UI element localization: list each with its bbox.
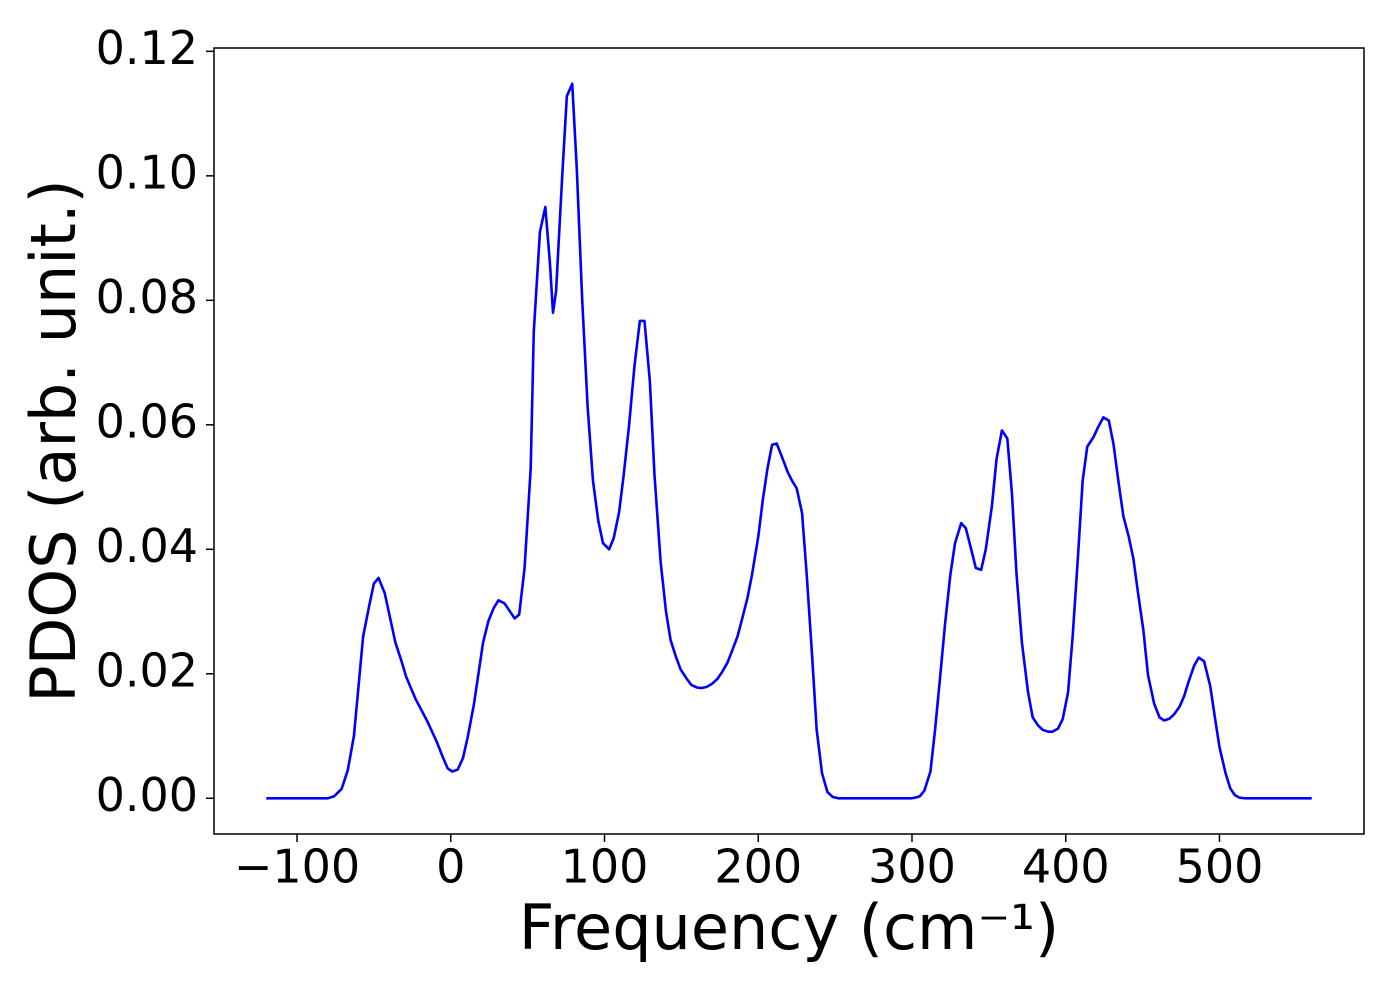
y-tick-label: 0.02 — [96, 643, 198, 697]
x-tick-label: 500 — [1176, 840, 1264, 894]
x-tick-label: 300 — [868, 840, 956, 894]
x-tick-label: 100 — [561, 840, 649, 894]
x-tick-label: 0 — [436, 840, 465, 894]
data-line — [266, 82, 1312, 800]
plot-frame — [213, 47, 1365, 835]
x-axis-label: Frequency (cm⁻¹) — [519, 891, 1059, 964]
x-tick-label: −100 — [234, 840, 360, 894]
y-tick-label: 0.00 — [96, 768, 198, 822]
y-tick-label: 0.12 — [96, 21, 198, 75]
y-tick-label: 0.04 — [96, 519, 198, 573]
y-axis-label: PDOS (arb. unit.) — [17, 179, 90, 702]
y-tick-label: 0.08 — [96, 270, 198, 324]
x-tick-label: 400 — [1022, 840, 1110, 894]
y-tick-label: 0.10 — [96, 145, 198, 199]
x-tick-label: 200 — [714, 840, 802, 894]
y-tick-label: 0.06 — [96, 394, 198, 448]
